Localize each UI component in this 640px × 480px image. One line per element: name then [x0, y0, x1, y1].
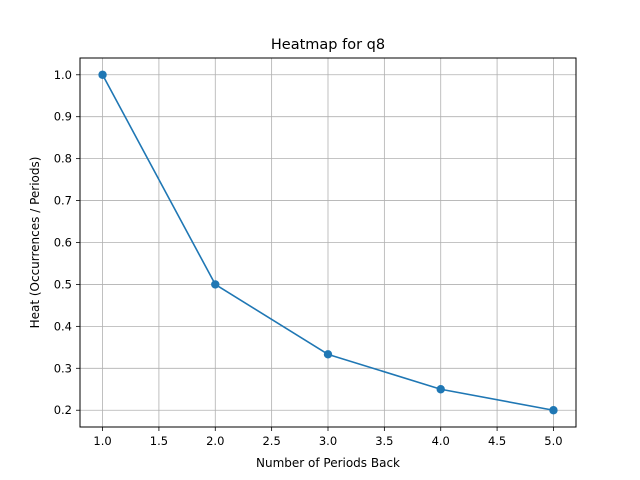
- x-tick-label: 1.5: [150, 434, 168, 448]
- y-tick-label: 0.4: [54, 319, 72, 333]
- x-tick-label: 4.0: [432, 434, 450, 448]
- series-layer: [98, 70, 558, 415]
- x-tick-label: 3.5: [375, 434, 393, 448]
- chart-title: Heatmap for q8: [271, 37, 385, 53]
- x-tick-label: 2.0: [206, 434, 224, 448]
- data-point: [323, 350, 333, 359]
- ticks: 1.0 1.5 2.0 2.5 3.0 3.5 4.0 4.5 5.0 0.2 0.3 0.4 0.5 0…: [54, 68, 563, 448]
- x-axis-label: Number of Periods Back: [256, 456, 400, 470]
- y-tick-label: 0.8: [54, 152, 72, 166]
- y-axis-label: Heat (Occurrences / Periods): [28, 157, 42, 329]
- y-tick-label: 0.6: [54, 236, 72, 250]
- y-tick-label: 0.2: [54, 403, 72, 417]
- y-tick-label: 0.7: [54, 194, 72, 208]
- grid: [80, 58, 576, 427]
- x-tick-label: 5.0: [544, 434, 562, 448]
- data-point: [436, 385, 445, 394]
- data-point: [211, 280, 220, 289]
- y-tick-label: 1.0: [54, 68, 72, 82]
- data-point: [549, 406, 558, 415]
- y-tick-label: 0.5: [54, 277, 72, 291]
- y-tick-label: 0.3: [54, 361, 72, 375]
- x-tick-label: 4.5: [488, 434, 506, 448]
- x-tick-label: 3.0: [319, 434, 337, 448]
- x-tick-label: 1.0: [93, 434, 111, 448]
- data-point: [98, 70, 107, 79]
- y-tick-label: 0.9: [54, 110, 72, 124]
- x-tick-label: 2.5: [262, 434, 280, 448]
